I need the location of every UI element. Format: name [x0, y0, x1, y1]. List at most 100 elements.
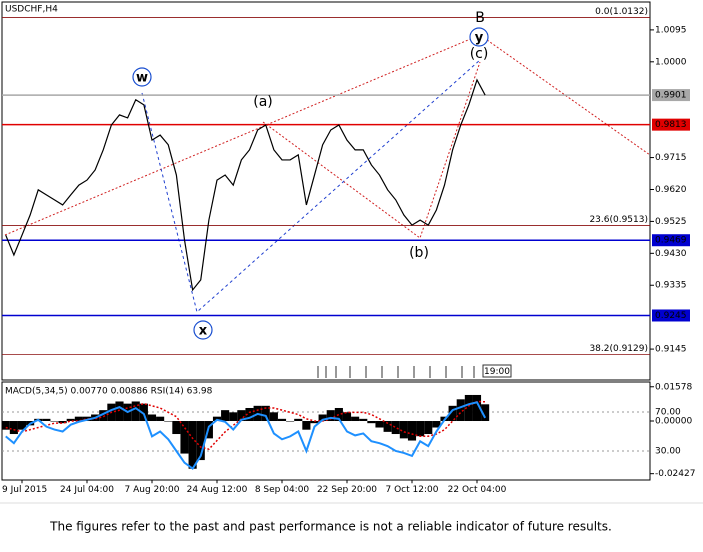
- y-tick-label: 70.00: [655, 408, 681, 418]
- macd-bar: [196, 421, 205, 461]
- footer: The figures refer to the past and past p…: [49, 520, 612, 534]
- wave-lines: [4, 34, 651, 313]
- macd-bar: [342, 412, 352, 422]
- price-level-label: 0.9469: [655, 236, 687, 246]
- macd-bar: [172, 421, 181, 435]
- fib-label: 38.2(0.9129): [589, 344, 648, 354]
- price-level-label: 0.9245: [655, 311, 687, 321]
- x-tick-label: 9 Jul 2015: [2, 485, 47, 495]
- macd-bar: [391, 421, 400, 435]
- price-level-label: 0.9813: [655, 120, 687, 130]
- macd-bar: [1, 421, 10, 430]
- fib-label: 0.0(1.0132): [595, 7, 648, 17]
- wave-label: w: [136, 71, 148, 86]
- wave-label: y: [475, 31, 484, 46]
- macd-bar: [294, 418, 303, 422]
- wave-circle: [132, 67, 152, 87]
- wave-label: x: [199, 324, 208, 339]
- macd-bar: [221, 410, 230, 422]
- indicator-title: MACD(5,34,5) 0.00770 0.00886 RSI(14) 63.…: [5, 387, 213, 397]
- macd-bar: [326, 410, 335, 422]
- macd-bar: [139, 403, 148, 422]
- macd-bar: [188, 421, 197, 469]
- macd-bar: [424, 421, 433, 435]
- macd-bar: [407, 421, 417, 441]
- wave-label: (a): [253, 94, 273, 110]
- price-level-box: [652, 234, 690, 247]
- macd-bar: [286, 421, 295, 422]
- price-level-label: 0.9901: [655, 91, 687, 101]
- price-level-box: [652, 118, 690, 131]
- macd-bar: [66, 418, 75, 422]
- macd-bar: [399, 421, 408, 439]
- macd-bar: [115, 401, 124, 422]
- macd-bar: [269, 412, 278, 422]
- macd-bar: [334, 407, 343, 422]
- macd-bar: [261, 405, 270, 422]
- macd-bar: [310, 421, 319, 424]
- x-tick-label: 24 Aug 12:00: [187, 485, 248, 495]
- macd-bar: [367, 421, 376, 424]
- main-frame: [1, 1, 651, 381]
- price-line: [5, 78, 486, 292]
- period-separators: [317, 366, 475, 378]
- macd-bar: [58, 421, 67, 424]
- macd-bar: [180, 421, 189, 454]
- y-tick-label: 0.9335: [655, 281, 687, 291]
- y-tick-label: 0.9145: [655, 345, 687, 355]
- x-tick-label: 7 Aug 20:00: [125, 485, 180, 495]
- macd-bar: [17, 421, 27, 430]
- macd-bar: [50, 421, 59, 422]
- macd-bar: [416, 421, 425, 437]
- time-box-label: 19:00: [484, 367, 510, 377]
- wave-label: (c): [470, 46, 489, 62]
- chart-title: USDCHF,H4: [5, 5, 58, 15]
- time-box: [482, 364, 512, 378]
- wave-label: (b): [409, 245, 429, 261]
- x-tick-label: 22 Oct 04:00: [448, 485, 507, 495]
- wave-label: B: [475, 10, 485, 26]
- macd-bar: [448, 405, 457, 422]
- wave-line: [262, 61, 481, 239]
- macd-bar: [245, 407, 254, 422]
- macd-bar: [351, 416, 360, 422]
- y-tick-label: 1.0095: [655, 25, 687, 35]
- macd-bar: [375, 421, 384, 428]
- macd-bar: [472, 394, 482, 422]
- y-tick-label: 0.9715: [655, 153, 687, 163]
- y-tick-label: 0.9525: [655, 217, 687, 227]
- x-tick-label: 22 Sep 20:00: [317, 485, 377, 495]
- macd-bar: [156, 416, 165, 422]
- macd-bar: [229, 412, 238, 422]
- macd-bar: [9, 421, 18, 435]
- macd-bar: [481, 404, 490, 422]
- y-tick-label: 30.00: [655, 447, 681, 457]
- indicator-line: [5, 400, 486, 451]
- macd-bar: [164, 421, 173, 422]
- x-tick-label: 8 Sep 04:00: [255, 485, 310, 495]
- wave-circle: [469, 27, 489, 47]
- price-level-box: [652, 89, 690, 102]
- macd-bar: [147, 414, 157, 422]
- x-tick-label: 7 Oct 12:00: [386, 485, 439, 495]
- fib-label: 23.6(0.9513): [589, 215, 648, 225]
- macd-bar: [131, 401, 140, 422]
- price-level-box: [652, 309, 690, 322]
- wave-circle: [193, 320, 213, 340]
- y-tick-label: 0.9430: [655, 249, 687, 259]
- macd-bar: [74, 416, 83, 422]
- macd-bar: [359, 418, 368, 422]
- macd-bar: [383, 421, 392, 432]
- macd-bar: [99, 410, 108, 422]
- macd-bar: [432, 421, 441, 428]
- macd-bar: [318, 414, 327, 422]
- macd-bar: [456, 399, 465, 422]
- y2-tick-label: -0.02427: [655, 469, 695, 479]
- macd-bar: [237, 410, 246, 422]
- indicator-line: [5, 401, 487, 470]
- macd-bar: [464, 394, 473, 422]
- macd-bar: [277, 418, 287, 422]
- macd-bar: [42, 418, 51, 422]
- y-tick-label: 1.0000: [655, 57, 687, 67]
